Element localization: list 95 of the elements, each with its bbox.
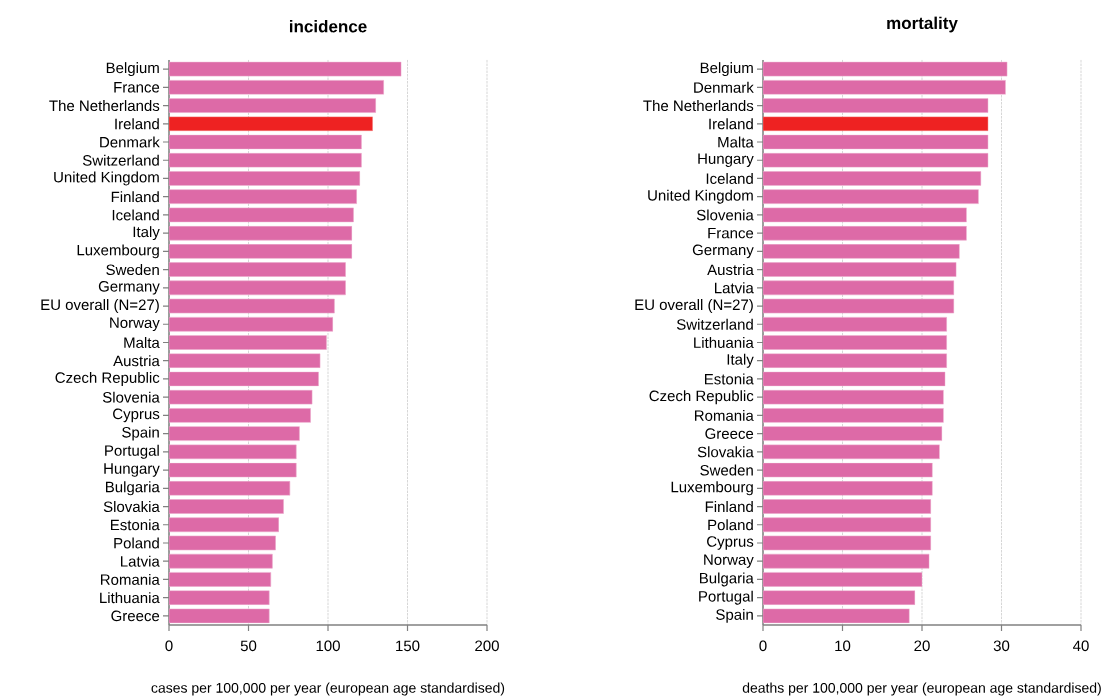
y-tick-label: Austria [707, 264, 754, 276]
y-tick-label: Finland [705, 501, 753, 513]
y-tick-label: Latvia [715, 282, 754, 294]
y-tick-label: Bulgaria [105, 481, 160, 496]
y-tick-label: Sweden [106, 264, 159, 276]
y-tick-label: Switzerland [676, 318, 753, 330]
y-tick-label: Luxembourg [77, 244, 159, 259]
x-tick-label: 50 [240, 640, 257, 652]
y-tick-label: EU overall (N=27) [41, 299, 159, 314]
y-tick-label: Czech Republic [649, 390, 754, 405]
y-tick-label: Poland [708, 519, 753, 531]
y-tick-label: Lithuania [694, 336, 754, 348]
bar [169, 499, 284, 514]
bar [169, 262, 346, 277]
y-tick-label: Germany [692, 244, 754, 259]
y-tick-label: Italy [133, 226, 160, 241]
chart-title: incidence [289, 19, 367, 33]
x-tick-label: 20 [914, 640, 930, 652]
y-tick-label: France [708, 227, 754, 239]
chart-title: mortality [887, 16, 958, 33]
x-tick-label: 100 [316, 640, 340, 652]
bar [169, 225, 353, 241]
y-tick-label: United Kingdom [648, 189, 753, 204]
x-tick-label: 0 [759, 640, 767, 652]
y-tick-label: Malta [124, 336, 160, 348]
x-tick-label: 30 [993, 640, 1010, 652]
y-tick-label: Austria [113, 355, 160, 367]
bar [763, 262, 957, 277]
y-tick-label: Latvia [121, 555, 160, 567]
y-tick-label: Iceland [112, 209, 159, 221]
x-tick-label: 200 [475, 640, 499, 652]
y-tick-label: Romania [695, 409, 754, 421]
y-tick-label: Slovenia [102, 391, 160, 403]
y-tick-label: Luxembourg [671, 481, 753, 496]
y-tick-label: France [114, 82, 160, 93]
bar [169, 244, 353, 259]
bar [763, 353, 947, 369]
bar [169, 152, 362, 168]
x-tick-label: 0 [165, 640, 173, 652]
y-tick-label: Denmark [694, 81, 754, 93]
x-tick-label: 150 [396, 640, 420, 652]
y-tick-label: Iceland [706, 172, 753, 184]
y-tick-label: Lithuania [100, 592, 160, 604]
y-tick-label: Cyprus [707, 536, 754, 550]
bar [169, 134, 362, 150]
x-tick-label: 40 [1073, 640, 1089, 652]
y-tick-label: The Netherlands [643, 100, 754, 112]
bar [169, 608, 270, 624]
y-tick-label: United Kingdom [54, 171, 159, 186]
y-tick-label: The Netherlands [49, 100, 160, 112]
y-tick-label: Cyprus [113, 408, 160, 423]
y-tick-label: Hungary [698, 153, 754, 167]
bar [169, 590, 270, 605]
y-tick-label: Finland [111, 191, 159, 203]
y-tick-label: Denmark [100, 136, 160, 148]
y-tick-label: Greece [705, 428, 754, 439]
y-tick-label: Sweden [700, 464, 753, 476]
bar [763, 116, 989, 132]
bar [763, 152, 989, 168]
bar [763, 590, 916, 605]
y-tick-label: Portugal [105, 444, 159, 459]
y-tick-label: Norway [704, 554, 754, 568]
y-tick-label: Spain [716, 608, 753, 623]
y-tick-label: Ireland [709, 118, 753, 130]
bar [169, 462, 297, 478]
y-tick-label: Switzerland [82, 154, 159, 166]
y-tick-label: Estonia [111, 519, 160, 531]
bar [763, 134, 989, 150]
y-tick-label: Malta [718, 136, 754, 148]
y-tick-label: Spain [122, 426, 159, 441]
bar [763, 499, 932, 514]
y-tick-label: Belgium [700, 62, 753, 77]
y-tick-label: Czech Republic [55, 371, 160, 386]
y-tick-label: Italy [727, 353, 754, 368]
y-tick-label: Germany [98, 281, 160, 295]
x-axis-title: cases per 100,000 per year (european age standardised) [151, 682, 505, 696]
y-tick-label: Estonia [704, 373, 754, 385]
bar [169, 371, 319, 387]
y-tick-label: Poland [114, 537, 159, 549]
bar [169, 116, 373, 132]
y-tick-label: Belgium [106, 62, 159, 77]
y-tick-label: Hungary [104, 463, 160, 477]
y-tick-label: Romania [101, 573, 160, 585]
y-tick-label: Slovakia [103, 501, 160, 513]
y-tick-label: Norway [110, 317, 160, 331]
y-tick-label: Slovakia [697, 446, 754, 458]
x-tick-label: 10 [835, 640, 851, 652]
bar [763, 371, 946, 387]
y-tick-label: Portugal [699, 590, 753, 605]
x-axis-title: deaths per 100,000 per year (european age standardised) [742, 682, 1101, 696]
y-tick-label: EU overall (N=27) [635, 299, 753, 314]
y-tick-label: Slovenia [696, 209, 754, 221]
y-tick-label: Bulgaria [699, 572, 754, 587]
y-tick-label: Ireland [115, 118, 159, 130]
y-tick-label: Greece [111, 610, 160, 622]
